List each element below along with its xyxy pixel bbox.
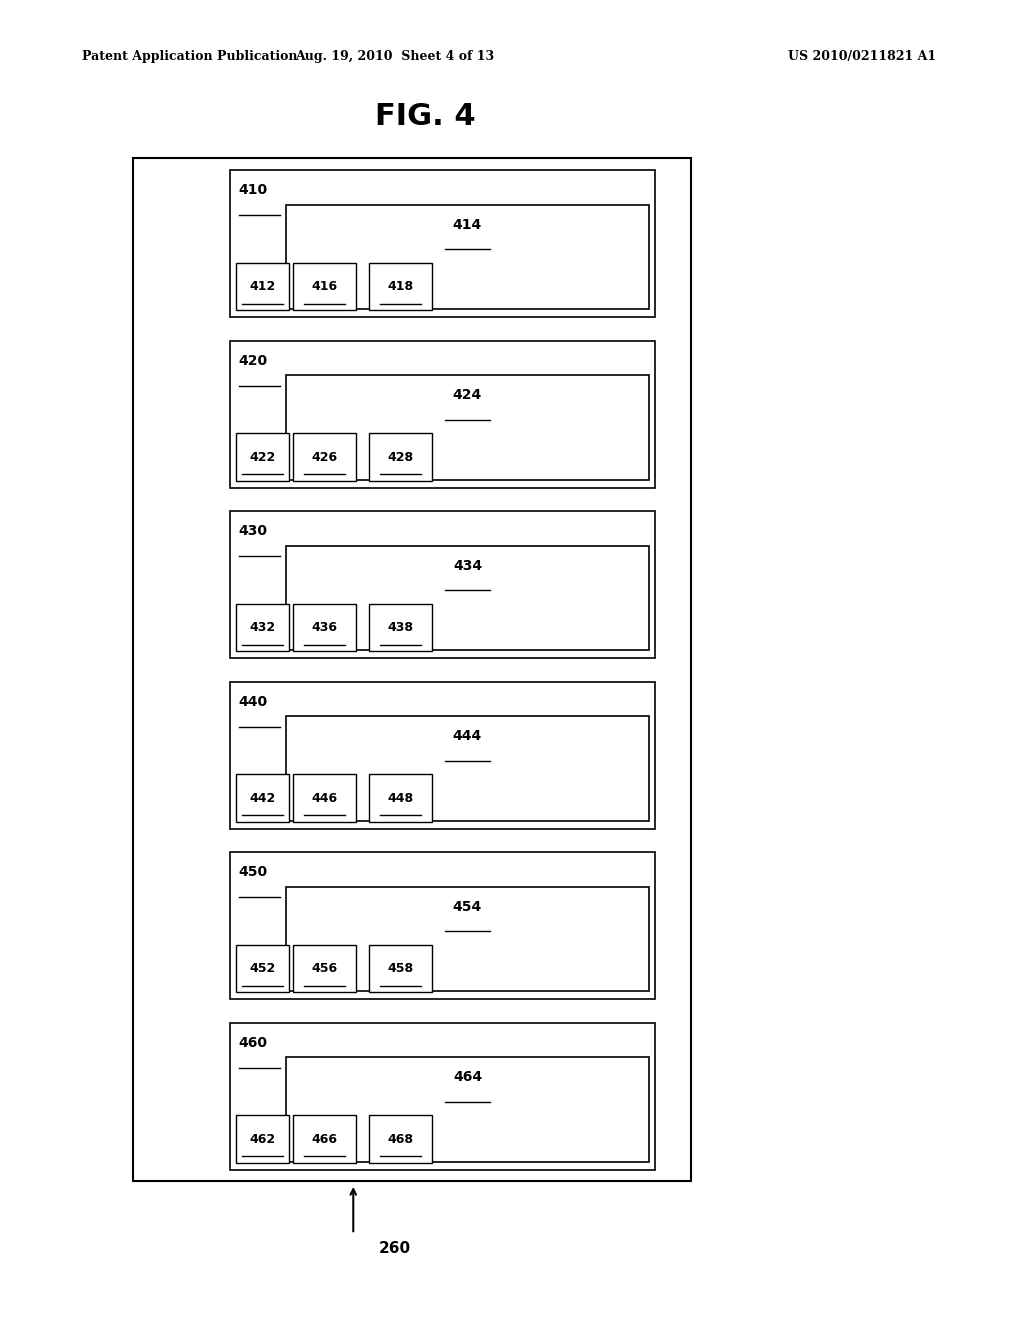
Bar	[369, 605, 432, 652]
Text: 416: 416	[311, 280, 338, 293]
Bar	[286, 715, 649, 821]
Text: 452: 452	[249, 962, 275, 975]
Text: 422: 422	[249, 450, 275, 463]
Text: 432: 432	[249, 622, 275, 634]
Bar	[286, 205, 649, 309]
Text: 464: 464	[453, 1071, 482, 1084]
Text: 468: 468	[387, 1133, 414, 1146]
Text: 440: 440	[239, 694, 267, 709]
Text: 460: 460	[239, 1036, 267, 1049]
Bar	[293, 775, 356, 822]
Bar	[133, 158, 691, 1181]
Bar	[369, 263, 432, 310]
Text: 448: 448	[387, 792, 414, 805]
Text: 444: 444	[453, 729, 482, 743]
Text: FIG. 4: FIG. 4	[375, 102, 475, 131]
Bar	[230, 170, 655, 317]
Text: 428: 428	[387, 450, 414, 463]
Text: 424: 424	[453, 388, 482, 403]
Bar	[369, 1115, 432, 1163]
Text: 412: 412	[249, 280, 275, 293]
Text: 418: 418	[387, 280, 414, 293]
Text: Patent Application Publication: Patent Application Publication	[82, 50, 297, 63]
Bar	[293, 263, 356, 310]
Text: 458: 458	[387, 962, 414, 975]
Bar	[236, 945, 289, 993]
Text: 454: 454	[453, 900, 482, 913]
Bar	[230, 511, 655, 659]
Text: 434: 434	[453, 558, 482, 573]
Text: 426: 426	[311, 450, 338, 463]
Bar	[236, 1115, 289, 1163]
Text: 420: 420	[239, 354, 267, 368]
Bar	[236, 433, 289, 480]
Bar	[286, 375, 649, 479]
Text: US 2010/0211821 A1: US 2010/0211821 A1	[788, 50, 937, 63]
Bar	[236, 775, 289, 822]
Bar	[369, 775, 432, 822]
Text: 430: 430	[239, 524, 267, 539]
Bar	[293, 945, 356, 993]
Bar	[369, 433, 432, 480]
Bar	[230, 853, 655, 999]
Text: 466: 466	[311, 1133, 338, 1146]
Bar	[286, 887, 649, 991]
Text: 462: 462	[249, 1133, 275, 1146]
Text: 442: 442	[249, 792, 275, 805]
Text: 438: 438	[387, 622, 414, 634]
Bar	[236, 605, 289, 652]
Text: 414: 414	[453, 218, 482, 232]
Bar	[230, 681, 655, 829]
Text: 260: 260	[379, 1241, 411, 1255]
Text: 446: 446	[311, 792, 338, 805]
Bar	[369, 945, 432, 993]
Bar	[236, 263, 289, 310]
Text: Aug. 19, 2010  Sheet 4 of 13: Aug. 19, 2010 Sheet 4 of 13	[295, 50, 494, 63]
Text: 450: 450	[239, 866, 267, 879]
Text: 436: 436	[311, 622, 338, 634]
Text: 456: 456	[311, 962, 338, 975]
Bar	[230, 1023, 655, 1170]
Bar	[293, 605, 356, 652]
Text: 410: 410	[239, 183, 267, 198]
Bar	[286, 1057, 649, 1162]
Bar	[293, 1115, 356, 1163]
Bar	[286, 545, 649, 651]
Bar	[230, 341, 655, 487]
Bar	[293, 433, 356, 480]
